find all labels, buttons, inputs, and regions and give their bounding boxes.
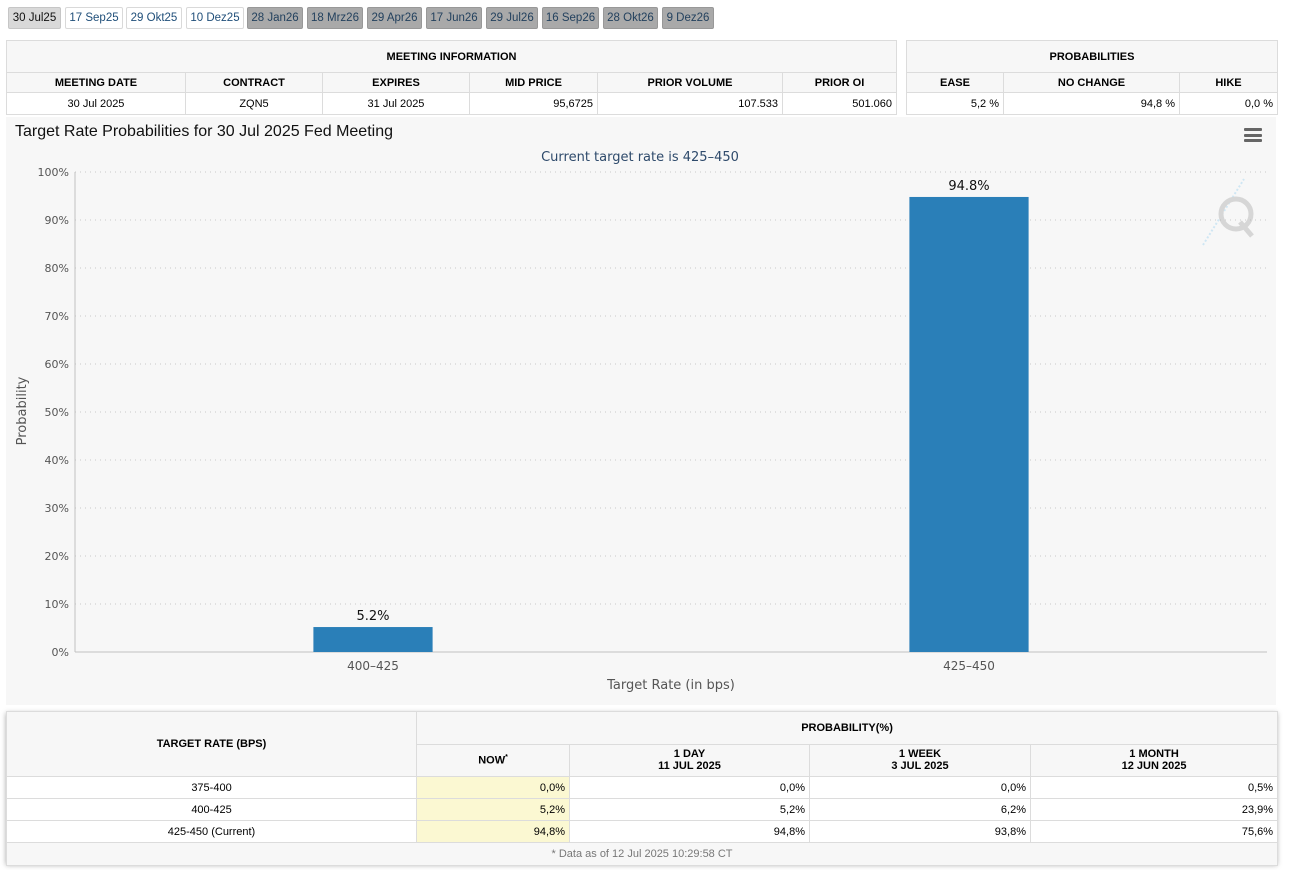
tab-meeting-3[interactable]: 10 Dez25 <box>186 7 244 29</box>
y-tick-label: 0% <box>52 646 69 659</box>
tab-meeting-11[interactable]: 9 Dez26 <box>662 7 714 29</box>
table-row: 425-450 (Current) 94,8% 94,8% 93,8% 75,6… <box>6 820 1279 843</box>
col-prior-volume: PRIOR VOLUME <box>597 72 783 93</box>
meeting-information-table: MEETING INFORMATION MEETING DATE CONTRAC… <box>5 40 898 115</box>
col-1-day-date: 11 JUL 2025 <box>658 760 721 773</box>
y-tick-label: 60% <box>45 358 69 371</box>
probability-header: PROBABILITY(%) <box>415 711 1279 745</box>
tab-meeting-6[interactable]: 29 Apr26 <box>367 7 422 29</box>
tab-meeting-5[interactable]: 18 Mrz26 <box>307 7 363 29</box>
tab-meeting-4[interactable]: 28 Jan26 <box>247 7 303 29</box>
col-mid-price: MID PRICE <box>469 72 598 93</box>
1-month-cell: 75,6% <box>1029 820 1279 843</box>
chart-panel: Target Rate Probabilities for 30 Jul 202… <box>6 117 1276 705</box>
col-1-day-label: 1 DAY <box>673 748 706 761</box>
bar[interactable] <box>313 627 433 652</box>
y-tick-label: 50% <box>45 406 69 419</box>
col-hike: HIKE <box>1178 72 1279 93</box>
bar-data-label: 5.2% <box>356 609 389 624</box>
y-tick-label: 20% <box>45 550 69 563</box>
1-month-cell: 0,5% <box>1029 776 1279 799</box>
1-day-cell: 94,8% <box>569 820 810 843</box>
ease-value: 5,2 % <box>906 92 1004 115</box>
chart-bars: 5.2% 400–425 94.8% 425–450 <box>313 179 1029 673</box>
y-axis-ticks: 0% 10% 20% 30% 40% 50% 60% 70% 80% 90% 100% <box>38 166 69 659</box>
1-day-cell: 0,0% <box>569 776 810 799</box>
probabilities-title: PROBABILITIES <box>905 40 1279 73</box>
col-expires: EXPIRES <box>322 72 470 93</box>
data-timestamp-footnote: * Data as of 12 Jul 2025 10:29:58 CT <box>5 842 1279 866</box>
col-ease: EASE <box>906 72 1004 93</box>
y-tick-label: 30% <box>45 502 69 515</box>
hike-value: 0,0 % <box>1178 92 1279 115</box>
chart-menu-icon[interactable] <box>1244 128 1262 142</box>
y-tick-label: 80% <box>45 262 69 275</box>
probabilities-table: PROBABILITIES EASE NO CHANGE HIKE 5,2 % … <box>905 40 1279 115</box>
table-row: 5,2 % 94,8 % 0,0 % <box>906 92 1279 115</box>
no-change-value: 94,8 % <box>1003 92 1180 115</box>
1-week-cell: 93,8% <box>809 820 1031 843</box>
mid-price-value: 95,6725 <box>469 92 598 115</box>
col-no-change: NO CHANGE <box>1003 72 1180 93</box>
now-cell: 5,2% <box>416 798 570 821</box>
now-cell: 0,0% <box>416 776 570 799</box>
x-tick-label: 425–450 <box>943 659 995 673</box>
now-marker: * <box>505 753 508 761</box>
col-prior-oi: PRIOR OI <box>781 72 898 93</box>
meeting-date-value: 30 Jul 2025 <box>6 92 186 115</box>
col-now-label: NOW <box>478 754 506 767</box>
watermark-logo-icon <box>1202 178 1254 246</box>
target-rate-cell: 400-425 <box>6 798 417 821</box>
chart-subtitle: Current target rate is 425–450 <box>541 150 739 165</box>
now-cell: 94,8% <box>416 820 570 843</box>
y-tick-label: 10% <box>45 598 69 611</box>
y-tick-label: 90% <box>45 214 69 227</box>
tab-meeting-1[interactable]: 17 Sep25 <box>65 7 123 29</box>
x-tick-label: 400–425 <box>347 659 399 673</box>
tab-meeting-0[interactable]: 30 Jul25 <box>8 7 61 29</box>
bar[interactable] <box>909 196 1029 652</box>
probability-outlook-table: TARGET RATE (BPS) PROBABILITY(%) NOW* 1 … <box>5 711 1279 866</box>
probability-outlook-panel: TARGET RATE (BPS) PROBABILITY(%) NOW* 1 … <box>5 711 1279 866</box>
col-now: NOW* <box>416 743 570 777</box>
col-1-day: 1 DAY 11 JUL 2025 <box>569 743 810 777</box>
col-1-week-label: 1 WEEK <box>898 748 942 761</box>
1-week-cell: 0,0% <box>809 776 1031 799</box>
x-axis-label: Target Rate (in bps) <box>606 678 735 693</box>
col-1-week-date: 3 JUL 2025 <box>891 760 949 773</box>
meeting-information-title: MEETING INFORMATION <box>5 40 898 73</box>
tab-meeting-8[interactable]: 29 Jul26 <box>486 7 538 29</box>
target-rate-chart: Current target rate is 425–450 0% 10% 20% 3… <box>15 150 1267 693</box>
1-month-cell: 23,9% <box>1029 798 1279 821</box>
table-row: 400-425 5,2% 5,2% 6,2% 23,9% <box>6 798 1279 821</box>
bar-data-label: 94.8% <box>948 179 989 194</box>
chart-gridlines <box>75 171 1267 605</box>
col-1-month: 1 MONTH 12 JUN 2025 <box>1029 743 1279 777</box>
table-row: 375-400 0,0% 0,0% 0,0% 0,5% <box>6 776 1279 799</box>
col-contract: CONTRACT <box>185 72 323 93</box>
col-1-month-date: 12 JUN 2025 <box>1121 760 1187 773</box>
y-tick-label: 40% <box>45 454 69 467</box>
tab-meeting-2[interactable]: 29 Okt25 <box>126 7 182 29</box>
tab-meeting-10[interactable]: 28 Okt26 <box>603 7 658 29</box>
1-week-cell: 6,2% <box>809 798 1031 821</box>
tab-meeting-9[interactable]: 16 Sep26 <box>542 7 599 29</box>
contract-value: ZQN5 <box>185 92 323 115</box>
col-target-rate: TARGET RATE (BPS) <box>6 711 417 777</box>
y-tick-label: 70% <box>45 310 69 323</box>
col-1-week: 1 WEEK 3 JUL 2025 <box>809 743 1031 777</box>
y-tick-label: 100% <box>38 166 69 179</box>
col-meeting-date: MEETING DATE <box>6 72 186 93</box>
chart-title: Target Rate Probabilities for 30 Jul 202… <box>15 123 393 140</box>
expires-value: 31 Jul 2025 <box>322 92 470 115</box>
target-rate-cell: 425-450 (Current) <box>6 820 417 843</box>
y-axis-label: Probability <box>15 376 30 445</box>
1-day-cell: 5,2% <box>569 798 810 821</box>
prior-volume-value: 107.533 <box>597 92 783 115</box>
table-row: 30 Jul 2025 ZQN5 31 Jul 2025 95,6725 107… <box>6 92 898 115</box>
prior-oi-value: 501.060 <box>781 92 898 115</box>
col-1-month-label: 1 MONTH <box>1129 748 1179 761</box>
tab-meeting-7[interactable]: 17 Jun26 <box>426 7 482 29</box>
target-rate-cell: 375-400 <box>6 776 417 799</box>
